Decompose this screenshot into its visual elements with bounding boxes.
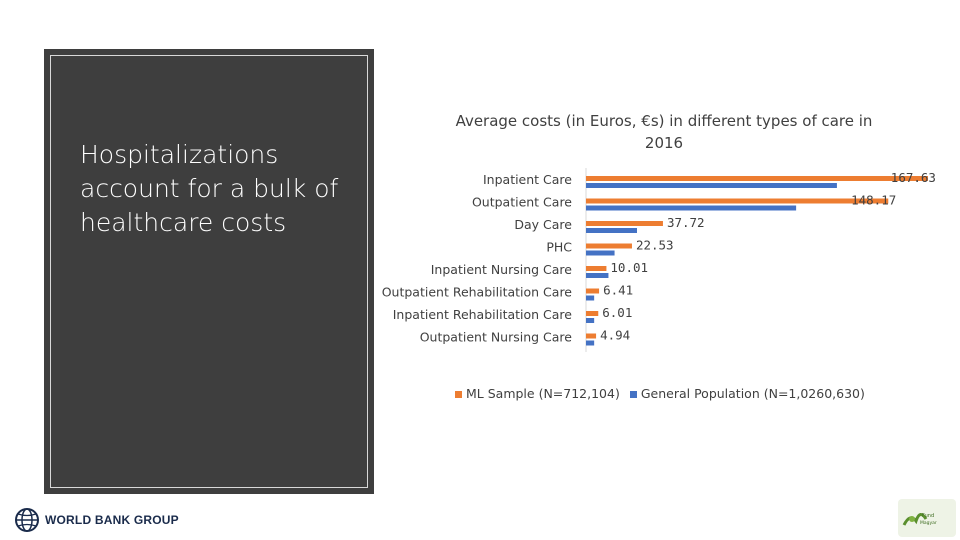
bar-general-population-outpatient-rehabilitation-care: [586, 295, 595, 301]
partner-logo-icon: Fund Magyar: [902, 513, 937, 526]
data-label-phc: 22.53: [636, 238, 674, 253]
svg-text:Magyar: Magyar: [920, 520, 937, 526]
data-label-outpatient-care: 148.17: [851, 193, 896, 208]
data-label-day-care: 37.72: [667, 215, 705, 230]
bar-ml-sample-inpatient-rehabilitation-care: [586, 311, 599, 316]
category-label-outpatient-care: Outpatient Care: [472, 195, 572, 210]
legend-swatch-general-population: [629, 391, 637, 398]
category-label-inpatient-rehabilitation-care: Inpatient Rehabilitation Care: [393, 307, 573, 322]
bar-ml-sample-outpatient-nursing-care: [586, 333, 597, 339]
data-label-outpatient-nursing-care: 4.94: [600, 328, 630, 343]
legend-label-general-population: General Population (N=1,0260,630): [640, 386, 865, 401]
category-label-outpatient-rehabilitation-care: Outpatient Rehabilitation Care: [382, 285, 573, 300]
bar-general-population-day-care: [586, 228, 637, 233]
bar-general-population-outpatient-nursing-care: [586, 340, 595, 346]
category-label-inpatient-care: Inpatient Care: [483, 172, 572, 187]
category-label-outpatient-nursing-care: Outpatient Nursing Care: [420, 330, 573, 345]
svg-text:Fund: Fund: [922, 513, 934, 519]
partner-logo: Fund Magyar: [898, 499, 956, 537]
world-bank-logo: WORLD BANK GROUP: [14, 507, 179, 533]
title-panel: [44, 49, 374, 494]
category-label-day-care: Day Care: [514, 217, 572, 232]
chart-title: Average costs (in Euros, €s) in differen…: [455, 112, 873, 152]
world-bank-globe-icon: [15, 508, 39, 532]
category-label-phc: PHC: [546, 240, 572, 255]
bar-ml-sample-outpatient-rehabilitation-care: [586, 288, 600, 294]
bar-general-population-inpatient-care: [586, 183, 837, 188]
legend-label-ml-sample: ML Sample (N=712,104): [466, 386, 620, 401]
bar-ml-sample-inpatient-care: [586, 176, 928, 181]
world-bank-text: WORLD BANK GROUP: [45, 513, 179, 527]
bar-general-population-inpatient-rehabilitation-care: [586, 318, 595, 323]
legend-swatch-ml-sample: [455, 391, 462, 398]
legend-item-general-population: General Population (N=1,0260,630): [629, 386, 865, 401]
slide-headline: Hospitalizations account for a bulk of h…: [80, 140, 339, 237]
bar-general-population-outpatient-care: [586, 205, 797, 211]
data-label-inpatient-care: 167.63: [891, 170, 936, 185]
bar-general-population-phc: [586, 250, 615, 256]
data-label-inpatient-rehabilitation-care: 6.01: [602, 305, 632, 320]
legend-item-ml-sample: ML Sample (N=712,104): [455, 386, 620, 401]
bar-ml-sample-day-care: [586, 221, 663, 226]
bar-ml-sample-phc: [586, 243, 632, 249]
category-label-inpatient-nursing-care: Inpatient Nursing Care: [431, 262, 573, 277]
data-label-outpatient-rehabilitation-care: 6.41: [603, 283, 633, 298]
data-label-inpatient-nursing-care: 10.01: [610, 260, 648, 275]
bar-general-population-inpatient-nursing-care: [586, 273, 609, 278]
chart-legend: ML Sample (N=712,104) General Population…: [455, 386, 865, 401]
bar-ml-sample-inpatient-nursing-care: [586, 266, 607, 271]
title-panel-border: [50, 55, 368, 488]
bar-ml-sample-outpatient-care: [586, 198, 889, 204]
